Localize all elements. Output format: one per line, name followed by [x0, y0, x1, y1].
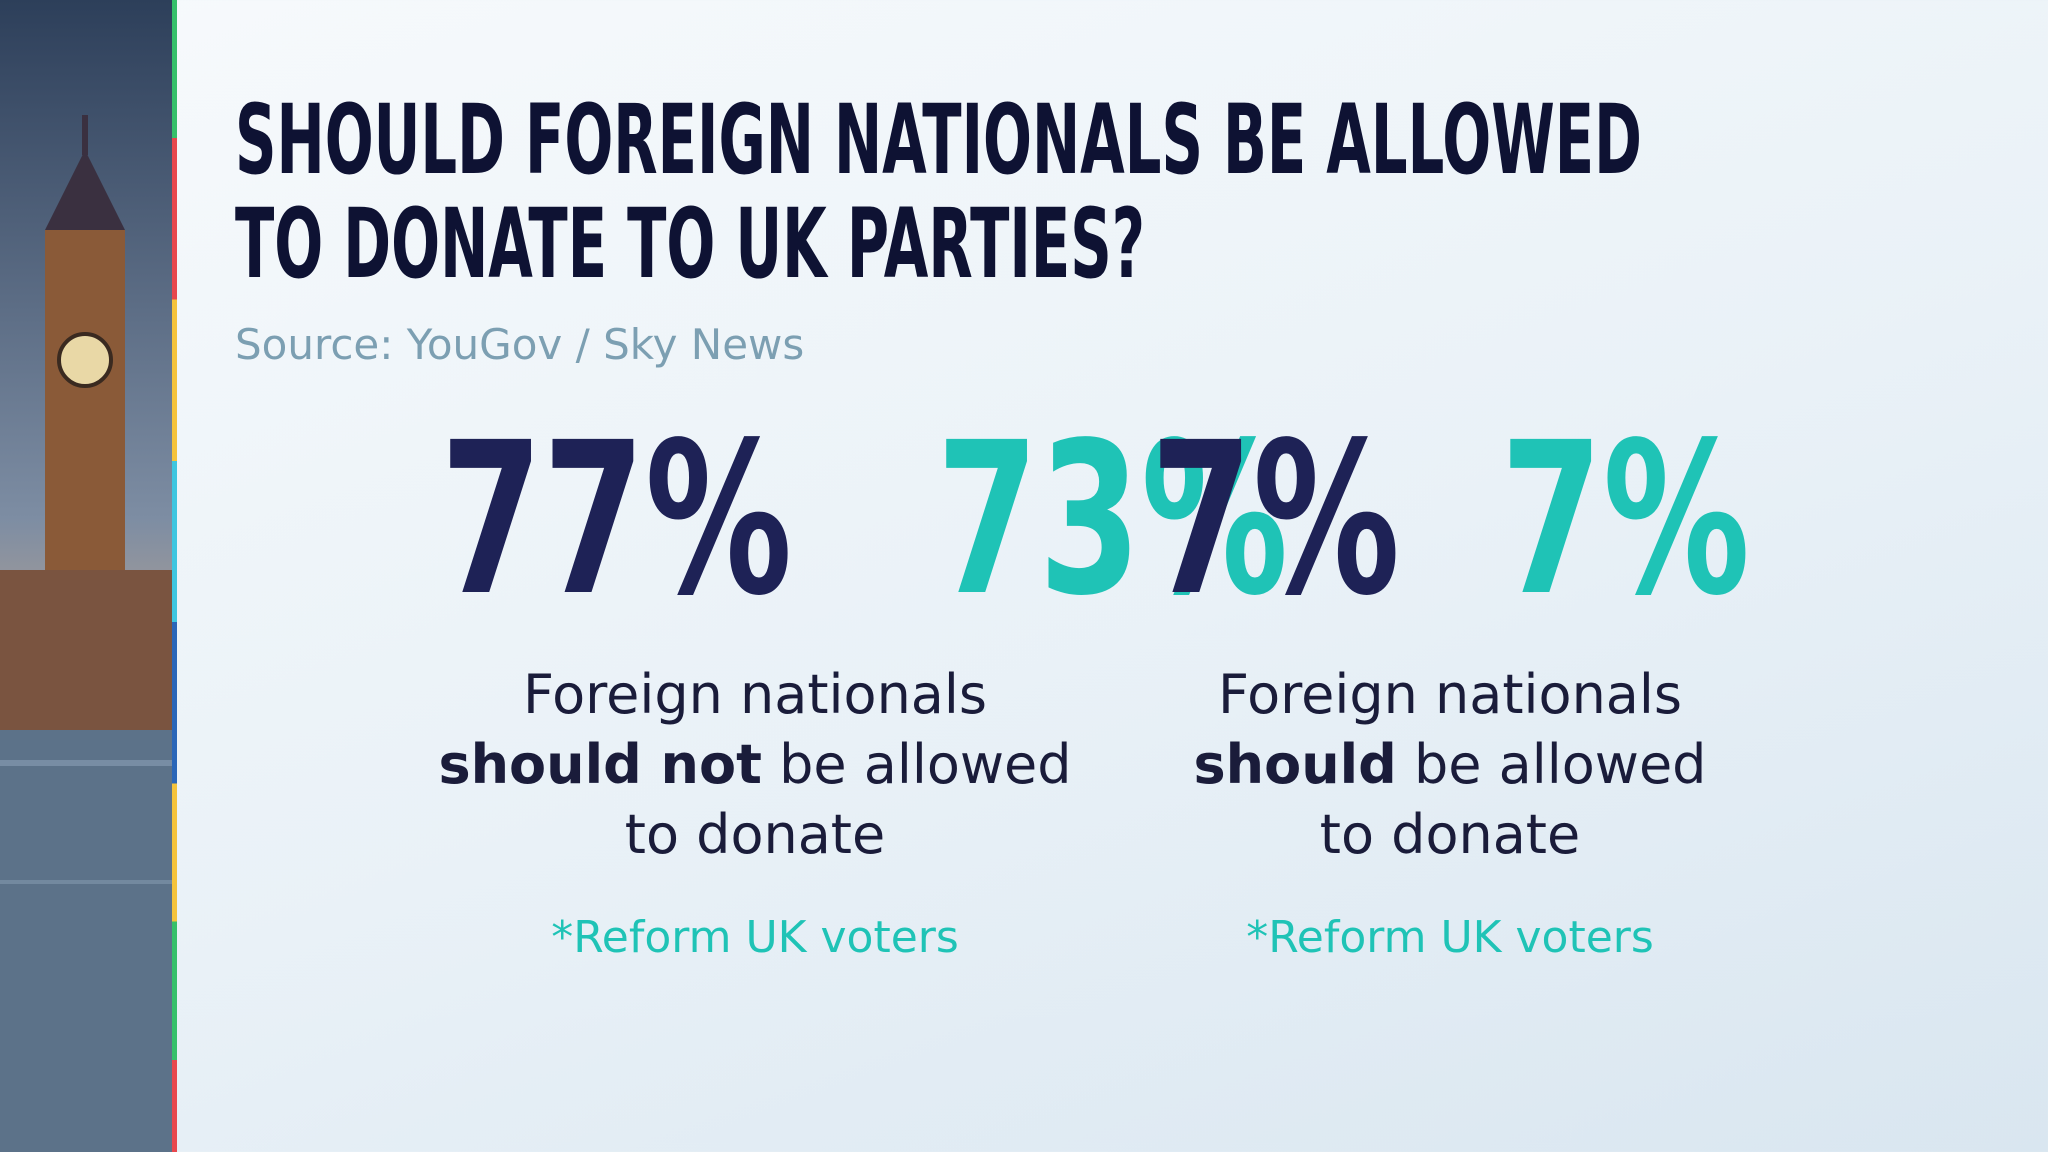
- description-line: to donate: [1100, 800, 1800, 870]
- color-stripe: [172, 0, 177, 1152]
- text: be allowed: [1396, 733, 1707, 796]
- stat-row: 77% 73%: [405, 397, 1288, 642]
- text: Foreign nationals: [522, 663, 988, 726]
- title-line: SHOULD FOREIGN NATIONALS BE ALLOWED: [235, 84, 1642, 196]
- description-line: Foreign nationals: [1100, 660, 1800, 730]
- stat-value: 77%: [440, 397, 793, 642]
- stat-value: 73%: [936, 397, 1289, 642]
- emphasis: should: [1193, 733, 1397, 796]
- text: Foreign nationals: [1217, 663, 1683, 726]
- description-line: to donate: [405, 800, 1105, 870]
- stat-value: 7%: [1150, 397, 1400, 642]
- description-line: should not be allowed: [405, 730, 1105, 800]
- description-line: Foreign nationals: [405, 660, 1105, 730]
- description: Foreign nationals should not be allowed to…: [405, 660, 1105, 870]
- background-photo: [0, 0, 172, 1152]
- description-line: should be allowed: [1100, 730, 1800, 800]
- text: be allowed: [761, 733, 1072, 796]
- footnote: *Reform UK voters: [551, 912, 959, 963]
- stat-value: 7%: [1500, 397, 1750, 642]
- text: to donate: [624, 803, 886, 866]
- stat-panel: 77% 73% Foreign nationals should not be al…: [405, 397, 1288, 964]
- footnote: *Reform UK voters: [1246, 912, 1654, 963]
- stat-panel: 7% 7% Foreign nationals should be allowed t…: [1100, 397, 1800, 964]
- source: Source: YouGov / Sky News: [235, 320, 805, 369]
- description: Foreign nationals should be allowed to don…: [1100, 660, 1800, 870]
- emphasis: should not: [438, 733, 762, 796]
- text: to donate: [1319, 803, 1581, 866]
- title-line: TO DONATE TO UK PARTIES?: [235, 188, 1146, 300]
- stat-row: 7% 7%: [1100, 397, 1800, 642]
- title: SHOULD FOREIGN NATIONALS BE ALLOWED TO D…: [235, 88, 2048, 296]
